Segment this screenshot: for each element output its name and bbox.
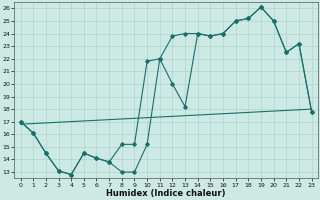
X-axis label: Humidex (Indice chaleur): Humidex (Indice chaleur) <box>106 189 226 198</box>
